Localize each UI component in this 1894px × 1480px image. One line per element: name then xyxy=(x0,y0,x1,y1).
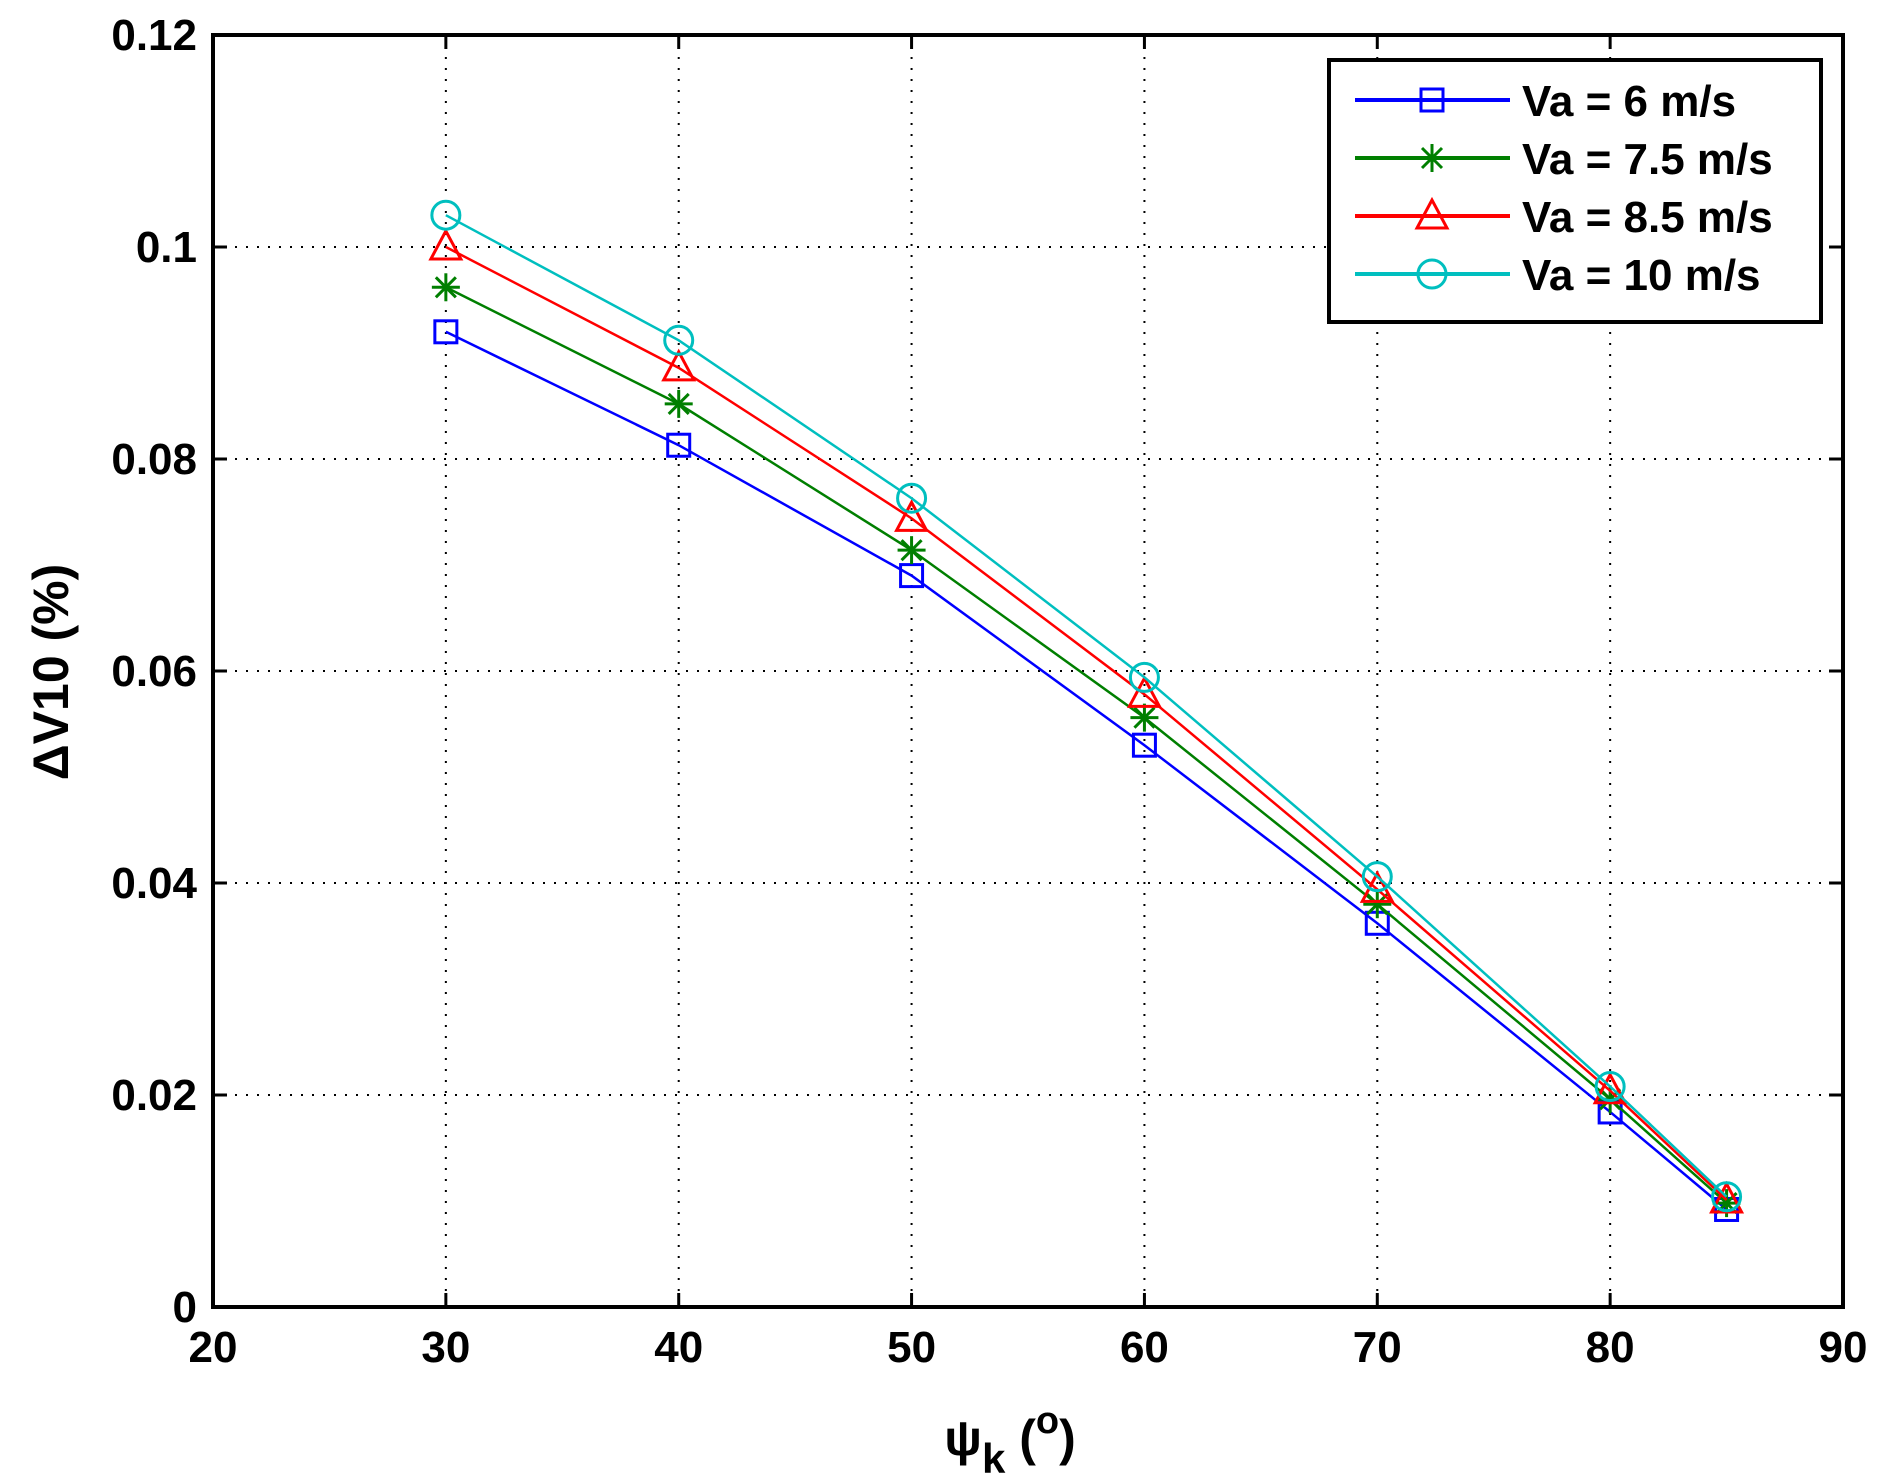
data-point xyxy=(1711,1181,1743,1213)
triangle-marker-shape xyxy=(894,499,930,532)
grid-lines xyxy=(213,35,1843,1307)
x-axis-unit-open: ( xyxy=(1005,1410,1036,1466)
y-tick-label: 0.08 xyxy=(111,435,197,484)
data-point xyxy=(897,536,926,565)
star-marker-stroke xyxy=(900,539,923,562)
square-marker-shape xyxy=(433,319,459,345)
x-tick-label: 90 xyxy=(1819,1323,1868,1372)
legend-marker xyxy=(1414,196,1450,230)
y-tick-label: 0.1 xyxy=(136,223,197,272)
x-axis-subscript: k xyxy=(982,1435,1006,1480)
star-marker-stroke xyxy=(1133,706,1156,729)
square-marker-shape xyxy=(1419,87,1445,113)
data-point xyxy=(430,199,462,231)
circle-marker-shape xyxy=(1361,861,1393,893)
square-marker-shape xyxy=(666,432,692,458)
data-point xyxy=(1361,861,1393,893)
star-marker-stroke xyxy=(667,392,690,415)
triangle-marker-shape xyxy=(1592,1071,1628,1105)
legend-marker xyxy=(1418,144,1446,172)
data-point xyxy=(1363,890,1392,919)
triangle-marker-shape xyxy=(428,227,464,261)
legend-entry: Va = 6 m/s xyxy=(1355,77,1736,126)
y-tick-label: 0.06 xyxy=(111,647,197,696)
data-point xyxy=(663,324,695,356)
series-line xyxy=(445,214,1728,1198)
y-tick-label: 0.12 xyxy=(111,11,197,60)
square-marker-shape xyxy=(1131,732,1157,758)
data-point xyxy=(661,348,697,382)
data-point xyxy=(1130,703,1159,732)
legend-marker xyxy=(1419,87,1445,113)
triangle-marker-shape xyxy=(1414,196,1450,230)
data-point xyxy=(433,319,459,345)
circle-marker-shape xyxy=(1416,258,1448,290)
legend-label: Va = 7.5 m/s xyxy=(1522,135,1773,184)
data-series xyxy=(428,199,1745,1222)
x-axis-symbol: ψ xyxy=(944,1410,982,1466)
y-tick-label: 0.02 xyxy=(111,1071,197,1120)
data-point xyxy=(1592,1071,1628,1105)
x-axis-unit-superscript: o xyxy=(1036,1400,1059,1442)
data-point xyxy=(1128,661,1160,693)
star-marker-stroke xyxy=(434,276,457,299)
y-tick-label: 0 xyxy=(173,1283,197,1332)
data-point xyxy=(428,227,464,261)
circle-marker-shape xyxy=(663,324,695,356)
data-point xyxy=(1126,675,1162,708)
x-tick-label: 50 xyxy=(887,1323,936,1372)
x-tick-label: 20 xyxy=(189,1323,238,1372)
data-point xyxy=(431,273,460,302)
legend-entry: Va = 8.5 m/s xyxy=(1355,193,1773,242)
x-axis-title: ψk (o) xyxy=(944,1400,1075,1480)
legend-marker xyxy=(1416,258,1448,290)
data-point xyxy=(1131,732,1157,758)
y-axis-title: ΔV10 (%) xyxy=(23,564,79,781)
series-circle xyxy=(430,199,1743,1213)
data-point xyxy=(899,563,925,589)
x-tick-label: 40 xyxy=(654,1323,703,1372)
data-point xyxy=(666,432,692,458)
legend-label: Va = 6 m/s xyxy=(1522,77,1736,126)
triangle-marker-shape xyxy=(661,348,697,382)
data-point xyxy=(896,482,928,514)
x-tick-label: 70 xyxy=(1353,1323,1402,1372)
series-line xyxy=(445,245,1728,1201)
legend-label: Va = 8.5 m/s xyxy=(1522,193,1773,242)
data-point xyxy=(1594,1071,1626,1103)
x-tick-label: 80 xyxy=(1586,1323,1635,1372)
legend-label: Va = 10 m/s xyxy=(1522,251,1761,300)
legend-entry: Va = 7.5 m/s xyxy=(1355,135,1773,184)
data-point xyxy=(894,499,930,532)
circle-marker-shape xyxy=(1594,1071,1626,1103)
circle-marker-shape xyxy=(1128,661,1160,693)
circle-marker-shape xyxy=(430,199,462,231)
triangle-marker-shape xyxy=(1126,675,1162,708)
square-marker-shape xyxy=(899,563,925,589)
circle-marker-shape xyxy=(896,482,928,514)
legend: Va = 6 m/s Va = 7.5 m/s Va = 8.5 m/s Va = 1… xyxy=(1327,58,1823,324)
data-point xyxy=(664,389,693,418)
series-triangle xyxy=(428,227,1745,1214)
y-tick-label: 0.04 xyxy=(111,859,197,908)
x-axis-unit-close: ) xyxy=(1059,1410,1076,1466)
x-tick-label: 30 xyxy=(421,1323,470,1372)
x-tick-label: 60 xyxy=(1120,1323,1169,1372)
legend-box xyxy=(1327,58,1823,324)
star-marker-stroke xyxy=(1366,893,1389,916)
circle-marker-shape xyxy=(1711,1181,1743,1213)
axis-ticks: 20 30 40 50 60 70 80 90 0 0.02 0.04 0.06 0.08 0.1 0.12 xyxy=(111,11,1867,1372)
legend-entry: Va = 10 m/s xyxy=(1355,251,1761,300)
star-marker-stroke xyxy=(1420,146,1444,170)
